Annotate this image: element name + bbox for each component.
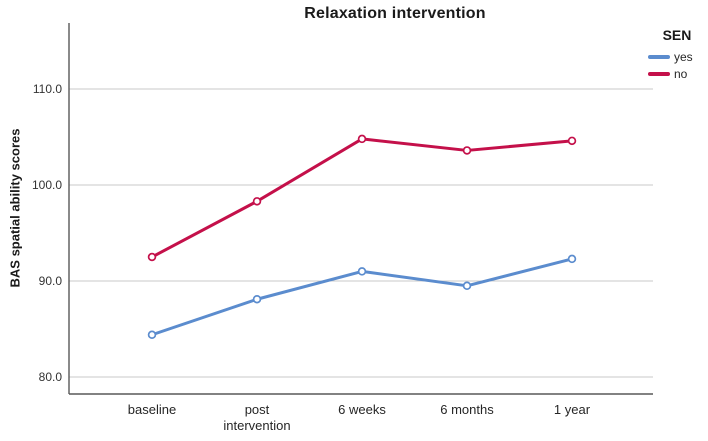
data-point-no: [567, 136, 577, 146]
chart-title: Relaxation intervention: [304, 5, 486, 22]
x-tick-label: baseline: [128, 402, 176, 417]
y-tick-label: 110.0: [33, 82, 62, 96]
x-tick-label: 6 weeks: [338, 402, 386, 417]
legend-swatch-no-icon: [648, 72, 670, 76]
x-tick-label: 1 year: [554, 402, 591, 417]
data-point-yes: [462, 281, 472, 291]
legend-label-yes: yes: [674, 50, 693, 64]
legend-title: SEN: [662, 27, 692, 43]
legend-label-no: no: [674, 67, 688, 81]
data-point-no: [252, 197, 262, 206]
x-tick-label: 6 months: [440, 402, 494, 417]
legend-item-no: no: [648, 68, 706, 80]
y-tick-label: 100.0: [32, 178, 62, 192]
data-point-yes: [357, 267, 367, 276]
data-point-no: [357, 134, 367, 144]
legend-item-yes: yes: [648, 51, 706, 63]
data-point-yes: [567, 254, 577, 264]
legend-swatch-yes-icon: [648, 55, 670, 59]
data-point-yes: [252, 294, 262, 304]
x-tick-label: post intervention: [223, 402, 290, 433]
series-line-no: [150, 137, 574, 259]
y-tick-label: 90.0: [39, 274, 63, 288]
data-point-no: [147, 252, 157, 262]
data-point-no: [462, 146, 472, 155]
y-axis-title: BAS spatial ability scores: [7, 128, 23, 288]
data-point-yes: [147, 330, 157, 340]
y-tick-label: 80.0: [39, 370, 63, 384]
legend: SEN yes no: [648, 27, 706, 80]
